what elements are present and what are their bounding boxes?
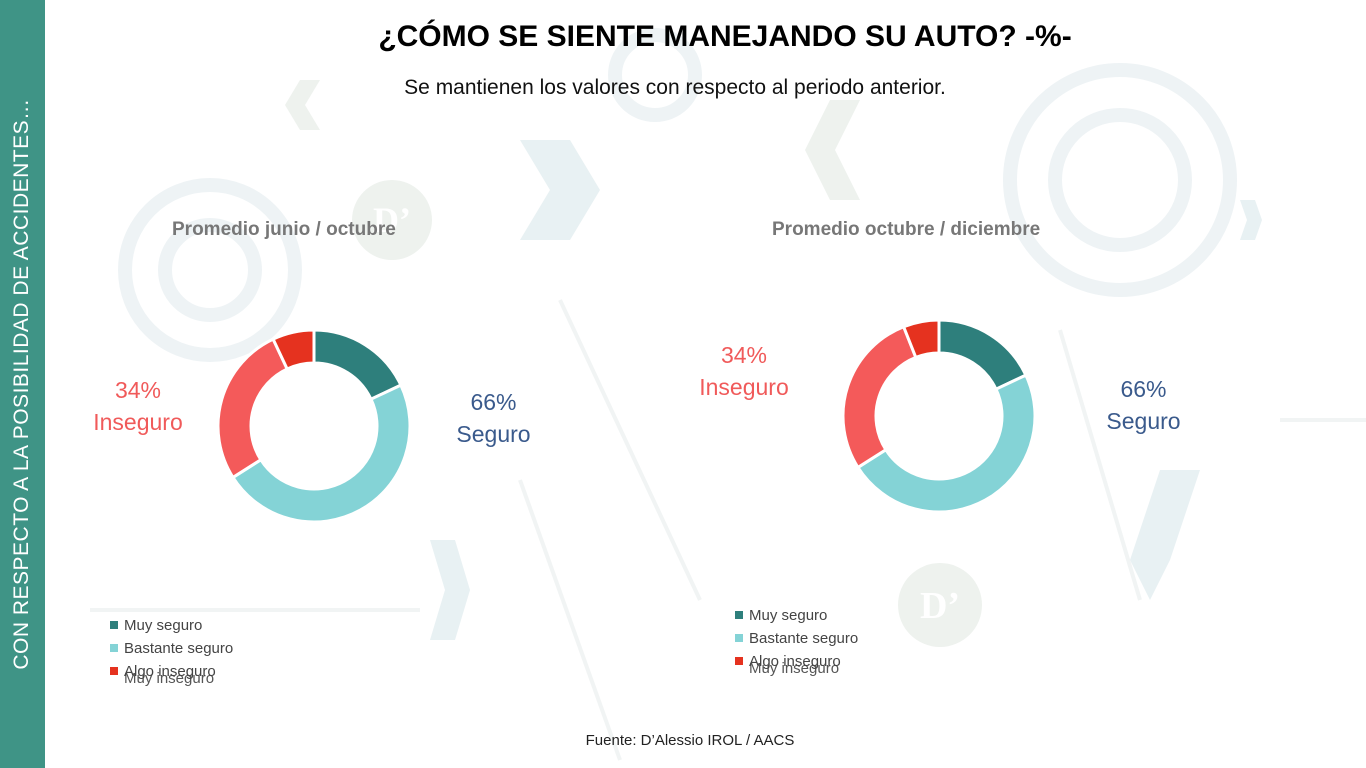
chart-1-inseguro-text: Inseguro <box>93 409 183 435</box>
page-subtitle: Se mantienen los valores con respecto al… <box>404 76 946 99</box>
legend-item: Muy seguro <box>110 614 233 637</box>
chart-2-title: Promedio octubre / diciembre <box>772 219 1041 240</box>
legend-label: Muy seguro <box>749 607 828 624</box>
watermark-logo: D’ <box>920 585 960 627</box>
chart-2-seguro-label: 66% Seguro <box>1096 373 1191 437</box>
chart-2-inseguro-pct: 34% <box>720 342 768 368</box>
chart-2-seguro-pct: 66% <box>1120 376 1167 402</box>
legend-swatch <box>735 657 743 665</box>
chart-1-inseguro-pct: 34% <box>114 377 162 403</box>
page-title: ¿CÓMO SE SIENTE MANEJANDO SU AUTO? -%- <box>378 20 1072 53</box>
legend-label: Algo inseguro <box>749 653 841 670</box>
legend-swatch <box>110 667 118 675</box>
legend-label: Bastante seguro <box>749 630 859 647</box>
watermark-logo: D’ <box>373 200 411 240</box>
legend-label: Muy seguro <box>124 617 203 634</box>
legend-swatch <box>110 621 118 629</box>
legend-item: Algo inseguro <box>110 660 233 683</box>
donut-slice-muy-inseguro <box>901 318 941 360</box>
donut-slice-algo-inseguro <box>841 324 918 470</box>
donut-slice-algo-inseguro <box>216 337 290 480</box>
chart-2-inseguro-label: 34% Inseguro <box>694 339 794 403</box>
donut-slice-muy-seguro <box>937 318 1028 392</box>
legend-overlap-label: Muy inseguro <box>749 660 840 677</box>
legend-swatch <box>735 611 743 619</box>
legend-item: Algo inseguro <box>735 650 858 673</box>
legend-label: Algo inseguro <box>124 663 216 680</box>
chart-1-seguro-pct: 66% <box>470 389 517 415</box>
chart-1-inseguro-label: 34% Inseguro <box>88 374 188 438</box>
legend-label: Bastante seguro <box>124 640 234 657</box>
donut-slice-bastante-seguro <box>230 383 412 524</box>
donut-slice-muy-seguro <box>312 328 403 402</box>
chart-1-title: Promedio junio / octubre <box>172 219 396 240</box>
legend-item: Muy seguro <box>735 604 858 627</box>
legend-overlap-label: Muy inseguro <box>124 670 215 687</box>
sidebar-text: CON RESPECTO A LA POSIBILIDAD DE ACCIDEN… <box>10 98 33 670</box>
chart-2-legend: Muy seguro Bastante seguro Muy inseguro … <box>735 604 858 677</box>
legend-item: Bastante seguro <box>110 637 233 660</box>
chart-1-legend: Muy seguro Bastante seguro Muy inseguro … <box>110 614 233 687</box>
legend-swatch <box>735 634 743 642</box>
sidebar: CON RESPECTO A LA POSIBILIDAD DE ACCIDEN… <box>0 0 45 768</box>
chart-1-seguro-text: Seguro <box>456 421 531 447</box>
donut-slice-muy-inseguro <box>271 328 316 371</box>
donut-slice-bastante-seguro <box>855 373 1037 514</box>
chart-1-donut <box>216 328 412 524</box>
chart-2-inseguro-text: Inseguro <box>699 374 789 400</box>
chart-2-seguro-text: Seguro <box>1106 408 1181 434</box>
chart-1-seguro-label: 66% Seguro <box>446 386 541 450</box>
source-note: Fuente: D’Alessio IROL / AACS <box>585 732 795 749</box>
legend-item: Bastante seguro <box>735 627 858 650</box>
chart-2-donut <box>841 318 1037 514</box>
legend-swatch <box>110 644 118 652</box>
